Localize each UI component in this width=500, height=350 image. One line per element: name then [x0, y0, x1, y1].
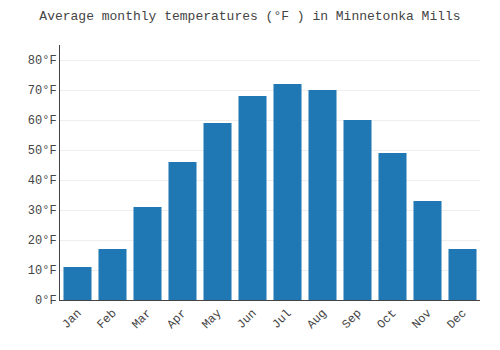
- svg-text:Dec: Dec: [444, 307, 469, 332]
- svg-text:Jan: Jan: [59, 307, 84, 332]
- svg-text:50°F: 50°F: [28, 144, 57, 158]
- svg-text:Aug: Aug: [304, 307, 329, 332]
- svg-text:70°F: 70°F: [28, 84, 57, 98]
- svg-text:80°F: 80°F: [28, 54, 57, 68]
- svg-text:Oct: Oct: [374, 307, 399, 332]
- svg-text:Mar: Mar: [129, 307, 154, 332]
- svg-text:May: May: [199, 307, 224, 332]
- svg-text:Average monthly temperatures (: Average monthly temperatures (°F ) in Mi…: [39, 9, 460, 24]
- svg-text:10°F: 10°F: [28, 264, 57, 278]
- svg-text:Jul: Jul: [269, 307, 294, 332]
- svg-text:20°F: 20°F: [28, 234, 57, 248]
- svg-text:Feb: Feb: [94, 307, 119, 332]
- svg-text:Jun: Jun: [234, 307, 259, 332]
- svg-text:60°F: 60°F: [28, 114, 57, 128]
- svg-text:Sep: Sep: [339, 307, 364, 332]
- svg-text:40°F: 40°F: [28, 174, 57, 188]
- svg-text:Nov: Nov: [409, 307, 434, 332]
- svg-text:Apr: Apr: [164, 307, 189, 332]
- svg-text:0°F: 0°F: [35, 294, 57, 308]
- svg-text:30°F: 30°F: [28, 204, 57, 218]
